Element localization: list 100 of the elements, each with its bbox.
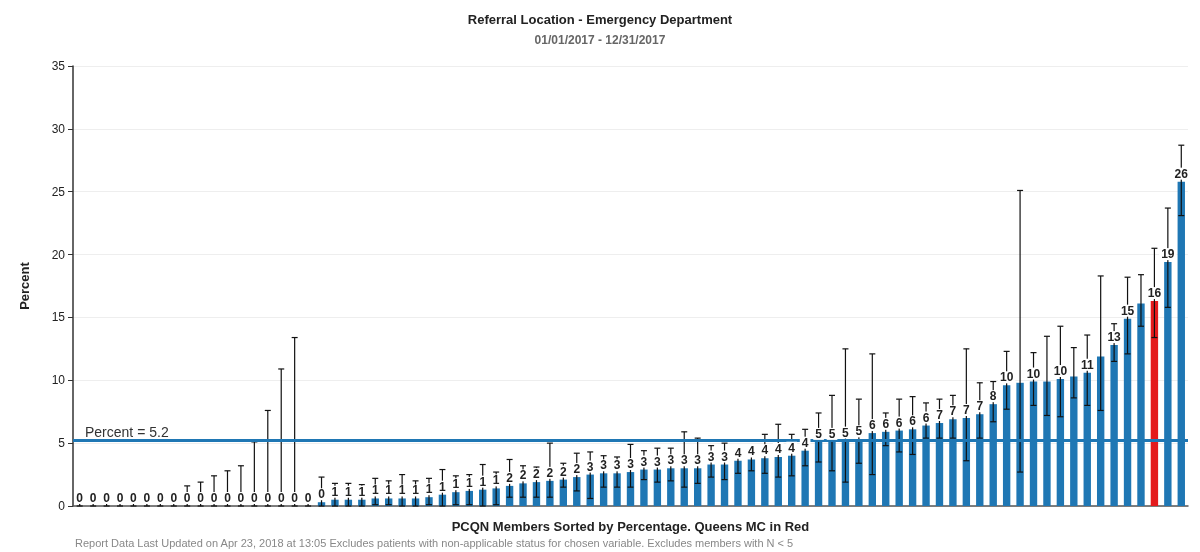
data-label: 19 (1161, 247, 1175, 262)
data-label: 0 (89, 491, 97, 505)
data-label: 11 (1080, 357, 1094, 372)
bar (693, 468, 702, 506)
data-label: 1 (331, 484, 339, 499)
data-label: 3 (707, 449, 715, 464)
data-label: 2 (533, 467, 541, 482)
data-label: 0 (210, 491, 218, 505)
y-axis-title: Percent (17, 261, 32, 310)
data-label: 1 (452, 477, 460, 492)
data-label: 10 (1053, 364, 1068, 379)
y-tick-label: 5 (58, 436, 66, 451)
bar (640, 469, 648, 506)
data-label: 7 (976, 399, 984, 414)
data-label: 0 (291, 491, 299, 505)
data-label: 0 (143, 491, 151, 505)
data-label: 3 (627, 457, 635, 472)
data-label: 0 (170, 491, 178, 505)
data-label: 2 (519, 468, 527, 483)
y-tick-label: 10 (51, 373, 66, 388)
data-label: 5 (815, 426, 823, 441)
data-label: 16 (1147, 286, 1162, 301)
bar (774, 456, 782, 506)
bar (667, 468, 675, 506)
data-label: 0 (318, 487, 326, 502)
data-label: 3 (600, 458, 608, 473)
data-label: 3 (640, 454, 648, 469)
y-tick-label: 15 (51, 310, 66, 325)
data-label: 1 (398, 483, 406, 498)
data-label: 1 (439, 479, 447, 494)
data-label: 3 (586, 459, 594, 474)
data-label: 5 (842, 425, 850, 440)
data-label: 8 (989, 389, 997, 404)
data-label: 2 (573, 462, 581, 477)
data-label: 3 (694, 453, 702, 468)
data-label: 15 (1120, 303, 1135, 318)
data-label: 3 (721, 449, 729, 464)
data-label: 5 (855, 424, 863, 439)
data-label: 3 (613, 458, 621, 473)
data-label: 1 (345, 484, 353, 499)
data-label: 6 (922, 410, 930, 425)
data-label: 0 (264, 491, 272, 505)
data-label: 0 (116, 491, 124, 505)
data-label: 7 (949, 404, 957, 419)
data-label: 0 (103, 491, 111, 505)
data-label: 3 (654, 454, 662, 469)
bar (788, 455, 796, 506)
data-label: 1 (358, 484, 366, 499)
data-label: 13 (1107, 330, 1122, 345)
data-label: 3 (667, 453, 675, 468)
y-tick-label: 25 (51, 184, 66, 199)
data-label: 7 (963, 403, 970, 417)
data-label: 4 (774, 441, 782, 456)
bar (747, 459, 756, 506)
y-tick-label: 20 (51, 247, 66, 262)
data-label: 2 (546, 465, 554, 480)
data-label: 1 (465, 475, 473, 490)
y-tick-label: 0 (58, 499, 66, 513)
data-label: 1 (385, 483, 393, 498)
data-label: 10 (1026, 366, 1041, 381)
data-label: 6 (909, 414, 917, 429)
data-label: 0 (224, 491, 232, 505)
data-label: 0 (130, 491, 138, 505)
text: Report Data Last Updated on Apr 23, 2018 at 13:05 Excludes patients with non-applicable status for chosen variable. Excludes members with N < 5 (75, 536, 794, 549)
data-label: 26 (1174, 166, 1189, 181)
data-label: 1 (371, 483, 379, 498)
bar (734, 460, 742, 506)
data-label: 1 (492, 473, 500, 488)
bar (761, 458, 769, 506)
data-label: 1 (479, 474, 487, 489)
data-label: 4 (801, 435, 809, 450)
data-label: 3 (680, 453, 688, 468)
data-label: 1 (412, 483, 420, 498)
ref-line-label: Percent = 5.2 (85, 423, 169, 440)
y-tick-label: 30 (51, 121, 66, 136)
data-label: 0 (251, 491, 259, 505)
data-label: 4 (788, 440, 796, 455)
data-label: 4 (734, 445, 742, 460)
data-label: 2 (559, 464, 567, 479)
data-label: 6 (868, 418, 876, 433)
data-label: 4 (748, 444, 756, 459)
data-label: 6 (882, 416, 890, 431)
chart-title: Referral Location - Emergency Department (467, 12, 733, 27)
data-label: 10 (999, 370, 1014, 385)
data-label: 6 (895, 415, 903, 430)
bar (801, 450, 809, 506)
data-label: 7 (936, 408, 944, 423)
data-label: 0 (304, 491, 312, 505)
data-label: 1 (425, 482, 433, 497)
bar (1150, 301, 1159, 506)
data-label: 0 (183, 491, 191, 505)
y-tick-label: 35 (51, 59, 66, 73)
data-label: 2 (506, 470, 514, 485)
data-label: 0 (76, 491, 84, 505)
data-label: 0 (277, 491, 285, 505)
data-label: 0 (237, 491, 245, 505)
chart-subtitle: 01/01/2017 - 12/31/2017 (534, 33, 666, 47)
data-label: 5 (828, 426, 836, 441)
data-label: 0 (197, 491, 205, 505)
x-axis-title: PCQN Members Sorted by Percentage. Queens MC in Red (451, 519, 810, 534)
